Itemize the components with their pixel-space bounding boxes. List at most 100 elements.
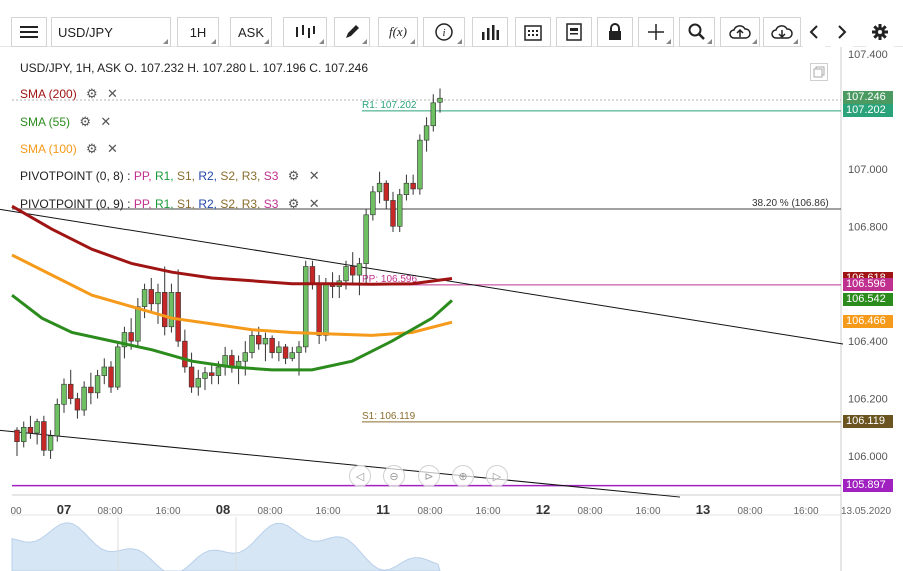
sma200-line <box>11 204 453 286</box>
timeframe-select[interactable]: 1H <box>177 17 219 47</box>
candlestick-icon[interactable] <box>283 17 327 47</box>
download-cloud-icon[interactable] <box>763 17 801 47</box>
zoom-in-icon[interactable]: ⊕ <box>452 465 474 487</box>
sma200-label: SMA (200) <box>20 87 77 101</box>
gear-icon[interactable]: ⚙ <box>86 86 98 101</box>
candle-body <box>101 366 107 376</box>
pivot2-items: PP, R1, S1, R2, S2, R3, S3 <box>134 197 282 211</box>
price-badge: 107.202 <box>843 103 893 117</box>
candle-body <box>168 292 175 328</box>
candle-body <box>94 375 101 394</box>
gear-icon[interactable]: ⚙ <box>287 196 300 211</box>
document-icon[interactable] <box>556 17 592 47</box>
x-tick-label: 13 <box>696 502 710 517</box>
scroll-left-icon[interactable]: ◁ <box>349 465 371 487</box>
calendar-icon[interactable] <box>515 17 551 47</box>
close-icon[interactable]: ✕ <box>107 86 118 101</box>
upload-cloud-icon[interactable] <box>720 17 760 47</box>
y-tick-label: 106.000 <box>848 451 888 463</box>
x-tick-label: 16:00 <box>635 506 660 517</box>
candle-body <box>323 283 329 336</box>
symbol-select[interactable]: USD/JPY <box>51 17 171 47</box>
candle-body <box>34 421 40 434</box>
gear-icon[interactable]: ⚙ <box>79 114 92 129</box>
zoom-out-icon[interactable]: ⊖ <box>383 465 405 487</box>
prev-arrow-icon[interactable] <box>803 17 825 47</box>
maximize-icon[interactable] <box>810 63 828 81</box>
draw-pencil-icon[interactable] <box>334 17 370 47</box>
candle-body <box>316 283 322 336</box>
function-icon[interactable]: f(x) <box>378 17 418 47</box>
x-tick-label: 12 <box>536 502 550 517</box>
sma100-legend: SMA (100) ⚙ ✕ <box>20 141 118 157</box>
candle-body <box>135 306 141 342</box>
x-tick-label: 08:00 <box>257 506 282 517</box>
s1-label: S1: 106.119 <box>362 411 416 422</box>
lock-icon[interactable] <box>597 17 633 47</box>
candle-body <box>47 435 54 451</box>
y-tick-label: 106.400 <box>848 336 888 348</box>
close-icon[interactable]: ✕ <box>107 141 118 156</box>
price-type-label: ASK <box>237 24 264 40</box>
y-tick-label: 106.800 <box>848 221 888 233</box>
pivot1-items: PP, R1, S1, R2, S2, R3, S3 <box>134 169 282 183</box>
candle-body <box>81 386 87 411</box>
trendline <box>0 208 844 345</box>
gear-icon[interactable]: ⚙ <box>287 168 300 183</box>
gear-icon[interactable]: ⚙ <box>86 141 98 156</box>
candle-body <box>430 102 436 127</box>
bar-volume-icon[interactable] <box>472 17 508 47</box>
candle-body <box>148 289 154 305</box>
pivot-item: R2, <box>198 197 221 211</box>
x-tick-label: 16:00 <box>155 506 180 517</box>
candle-body <box>141 289 148 307</box>
reset-zoom-icon[interactable]: ⊳ <box>418 465 440 487</box>
timeframe-label: 1H <box>189 24 207 40</box>
sma55-legend: SMA (55) ⚙ ✕ <box>20 114 111 130</box>
candle-body <box>262 337 269 345</box>
crosshair-icon[interactable] <box>638 17 674 47</box>
zoom-icon[interactable] <box>679 17 715 47</box>
close-icon[interactable]: ✕ <box>308 196 320 211</box>
x-tick-label: 11 <box>376 502 390 517</box>
pivot-item: S3 <box>263 197 282 211</box>
hamburger-icon[interactable] <box>11 17 47 47</box>
x-tick-label: 00 <box>10 506 22 517</box>
candle-body <box>14 429 20 442</box>
price-badge: 106.596 <box>843 277 893 291</box>
price-type-select[interactable]: ASK <box>230 17 272 47</box>
candle-body <box>289 352 295 359</box>
close-icon[interactable]: ✕ <box>308 168 320 183</box>
pivot-item: S1, <box>176 169 199 183</box>
plot-area <box>12 47 841 495</box>
candle-body <box>417 139 423 190</box>
candle-body <box>383 182 389 201</box>
toolbar: USD/JPY 1H ASK f(x) i <box>0 0 903 47</box>
pivot-item: S1, <box>176 197 199 211</box>
price-badge: 107.246 <box>843 91 893 105</box>
candle-body <box>350 266 356 276</box>
scroll-right-icon[interactable]: ▷ <box>486 465 508 487</box>
y-tick-label: 106.200 <box>848 394 888 406</box>
info-icon[interactable]: i <box>423 17 465 47</box>
candle-body <box>410 182 416 190</box>
candle-body <box>282 346 289 359</box>
candle-body <box>108 366 114 388</box>
pivot-item: PP, <box>133 197 155 211</box>
x-tick-label: 16:00 <box>793 506 818 517</box>
pivot-item: R3, <box>241 197 264 211</box>
candle-body <box>209 372 215 376</box>
sma100-label: SMA (100) <box>20 142 77 156</box>
candle-body <box>182 340 188 368</box>
candle-body <box>397 194 403 227</box>
candle-body <box>437 97 443 103</box>
settings-gear-icon[interactable] <box>866 17 894 47</box>
candle-body <box>202 372 208 379</box>
close-icon[interactable]: ✕ <box>100 114 112 129</box>
x-tick-label: 16:00 <box>475 506 500 517</box>
next-arrow-icon[interactable] <box>831 17 853 47</box>
x-tick-label: 07 <box>57 502 71 517</box>
candle-body <box>403 182 410 195</box>
pivot-item: R2, <box>198 169 221 183</box>
